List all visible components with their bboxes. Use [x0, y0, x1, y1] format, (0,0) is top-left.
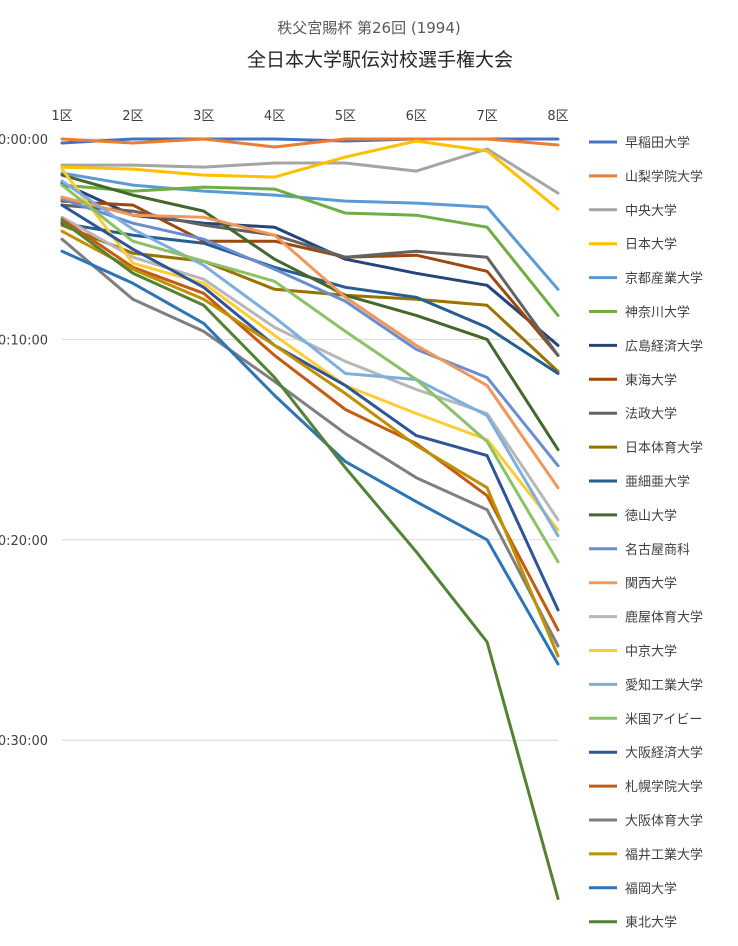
legend-label: 中央大学	[625, 203, 677, 219]
y-tick-label: 0:30:00	[0, 734, 48, 749]
series-line-12	[60, 173, 560, 452]
x-tick-label: 1区	[51, 109, 72, 124]
y-tick-label: 0:10:00	[0, 333, 48, 348]
legend-label: 名古屋商科	[625, 542, 690, 558]
y-tick-label: 0:20:00	[0, 534, 48, 549]
x-tick-label: 3区	[193, 109, 214, 124]
series-line-9	[60, 203, 560, 357]
legend-label: 関西大学	[625, 576, 677, 592]
legend-label: 札幌学院大学	[625, 779, 703, 795]
series-line-24	[60, 219, 560, 900]
legend-label: 福井工業大学	[625, 847, 703, 863]
legend-label: 大阪体育大学	[625, 813, 703, 829]
legend-label: 広島経済大学	[625, 338, 703, 354]
series-line-17	[60, 179, 560, 538]
legend-label: 亜細亜大学	[625, 474, 690, 490]
x-tick-label: 5区	[335, 109, 356, 124]
legend-label: 米国アイビー	[625, 712, 702, 727]
series-line-22	[60, 229, 560, 658]
legend-label: 大阪経済大学	[625, 745, 703, 761]
legend-label: 法政大学	[625, 406, 677, 422]
legend-label: 鹿屋体育大学	[625, 610, 703, 626]
legend-label: 京都産業大学	[625, 271, 703, 287]
x-tick-label: 4区	[264, 109, 285, 124]
series-line-14	[60, 195, 560, 490]
series-line-2	[60, 137, 560, 149]
legend-label: 福岡大学	[625, 881, 677, 897]
series-line-16	[60, 167, 560, 532]
legend-label: 早稲田大学	[625, 135, 690, 151]
legend-label: 神奈川大学	[625, 305, 690, 321]
y-axis-ticks: 0:00:00 0:10:00 0:20:00 0:30:00	[0, 133, 48, 749]
x-tick-label: 8区	[547, 109, 568, 124]
series-line-4	[60, 139, 560, 211]
series-line-3	[60, 147, 560, 195]
chart-title: 全日本大学駅伝対校選手権大会	[247, 49, 513, 71]
series-line-6	[60, 183, 560, 317]
legend-label: 日本大学	[625, 237, 677, 253]
legend-label: 東海大学	[625, 372, 677, 388]
x-tick-label: 6区	[406, 109, 427, 124]
x-tick-label: 7区	[477, 109, 498, 124]
legend-label: 徳山大学	[625, 508, 677, 524]
legend-label: 日本体育大学	[625, 440, 703, 456]
series-line-20	[60, 217, 560, 632]
series-line-8	[60, 199, 560, 357]
y-tick-label: 0:00:00	[0, 133, 48, 148]
series-line-18	[60, 183, 560, 564]
series-line-5	[60, 171, 560, 291]
series-line-23	[60, 249, 560, 666]
legend-label: 山梨学院大学	[625, 169, 703, 185]
series-lines	[60, 137, 560, 900]
series-line-13	[60, 197, 560, 468]
series-line-21	[60, 237, 560, 648]
legend: 早稲田大学山梨学院大学中央大学日本大学京都産業大学神奈川大学広島経済大学東海大学…	[589, 135, 703, 931]
chart-subtitle: 秩父宮賜杯 第26回 (1994)	[277, 19, 461, 37]
series-line-19	[60, 203, 560, 612]
legend-label: 中京大学	[625, 644, 677, 660]
x-tick-label: 2区	[122, 109, 143, 124]
legend-label: 東北大学	[625, 915, 677, 931]
x-axis-ticks: 1区 2区 3区 4区 5区 6区 7区 8区	[51, 109, 568, 124]
legend-label: 愛知工業大学	[625, 677, 703, 693]
